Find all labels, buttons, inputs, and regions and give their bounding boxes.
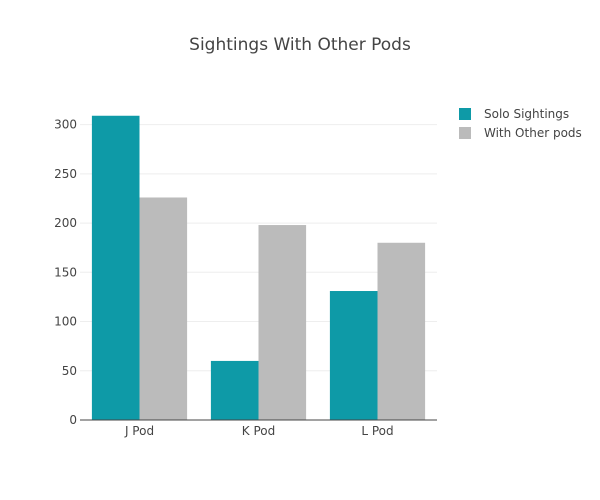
- y-tick-label: 250: [54, 167, 77, 181]
- y-tick-label: 0: [69, 413, 77, 427]
- bar-solo-sightings-0: [91, 115, 140, 420]
- x-tick-label: K Pod: [242, 424, 275, 438]
- bar-solo-sightings-1: [210, 360, 259, 420]
- legend: Solo Sightings With Other pods: [459, 107, 582, 140]
- bar-with-other-pods-0: [139, 197, 188, 420]
- bar-with-other-pods-1: [258, 225, 307, 420]
- y-tick-label: 50: [62, 364, 77, 378]
- bars: [91, 115, 426, 420]
- y-tick-label: 200: [54, 216, 77, 230]
- y-tick-label: 100: [54, 315, 77, 329]
- chart-title: Sightings With Other Pods: [189, 35, 411, 55]
- legend-swatch: [459, 127, 471, 139]
- x-tick-label: L Pod: [361, 424, 393, 438]
- x-tick-label: J Pod: [124, 424, 154, 438]
- bar-solo-sightings-2: [329, 291, 378, 420]
- y-tick-label: 150: [54, 265, 77, 279]
- bar-with-other-pods-2: [377, 242, 426, 420]
- x-axis-ticks: J Pod K Pod L Pod: [124, 424, 394, 438]
- y-tick-label: 300: [54, 118, 77, 132]
- legend-swatch: [459, 108, 471, 120]
- legend-label: With Other pods: [484, 126, 582, 140]
- legend-label: Solo Sightings: [484, 107, 569, 121]
- y-axis-ticks: 0 50 100 150 200 250 300: [54, 118, 77, 427]
